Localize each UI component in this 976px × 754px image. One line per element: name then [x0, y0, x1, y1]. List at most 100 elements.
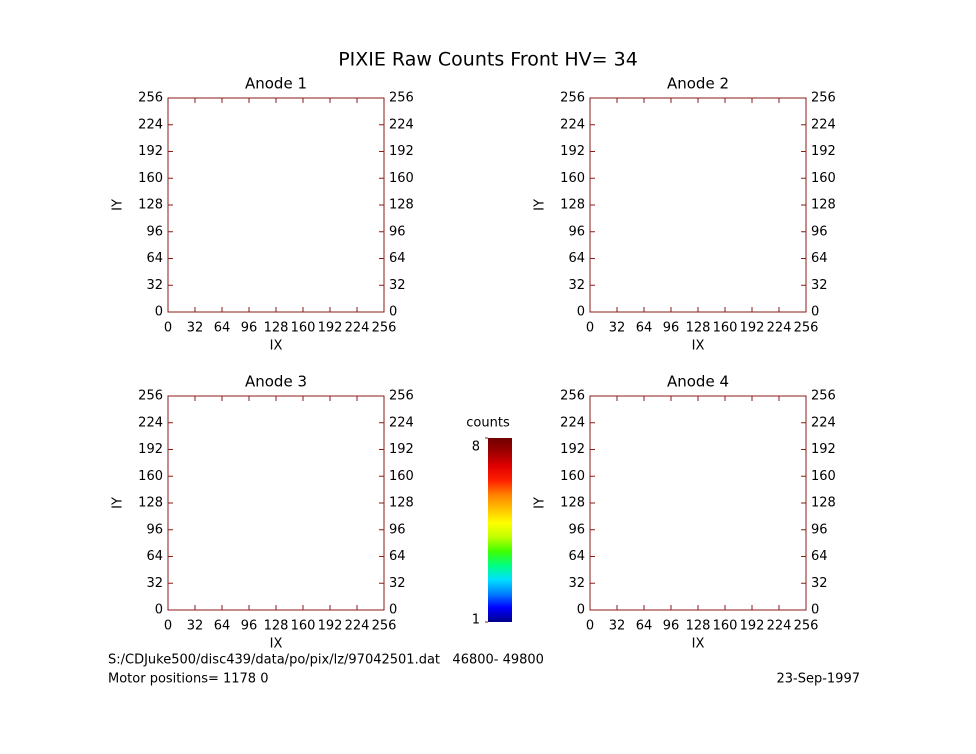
panel-title: Anode 3 [245, 373, 307, 391]
x-tick-label: 64 [214, 619, 231, 634]
y-tick-label: 128 [138, 198, 163, 213]
x-tick-label: 64 [636, 321, 653, 336]
x-tick-label: 32 [609, 619, 626, 634]
y-tick-label-right: 256 [811, 91, 836, 106]
x-tick-label: 160 [713, 619, 738, 634]
x-axis-label: IX [270, 339, 283, 354]
x-tick-label: 128 [264, 619, 289, 634]
plot-frame [589, 97, 807, 313]
x-axis-label: IX [692, 339, 705, 354]
colorbar-tick-label: 1 [472, 613, 480, 628]
y-tick-label: 0 [155, 305, 163, 320]
x-tick-label: 224 [767, 321, 792, 336]
y-axis-label: IY [111, 497, 126, 509]
y-tick-label: 64 [146, 549, 163, 564]
y-tick-label-right: 0 [389, 305, 397, 320]
y-tick-label-right: 128 [389, 496, 414, 511]
plot-frame [167, 97, 385, 313]
y-tick-label: 256 [560, 91, 585, 106]
colorbar [488, 438, 512, 622]
x-tick-label: 64 [214, 321, 231, 336]
y-tick-label-right: 32 [389, 278, 406, 293]
y-tick-label-right: 160 [389, 171, 414, 186]
x-tick-label: 32 [187, 321, 204, 336]
y-tick-label-right: 224 [389, 117, 414, 132]
y-tick-label: 96 [568, 224, 585, 239]
y-tick-label-right: 32 [811, 576, 828, 591]
y-tick-label: 0 [577, 603, 585, 618]
x-tick-label: 256 [794, 619, 819, 634]
panel-title: Anode 4 [667, 373, 729, 391]
x-tick-label: 224 [345, 321, 370, 336]
x-tick-label: 224 [767, 619, 792, 634]
x-tick-label: 96 [663, 321, 680, 336]
y-tick-label: 224 [560, 117, 585, 132]
y-tick-label-right: 224 [811, 117, 836, 132]
y-tick-label-right: 160 [389, 469, 414, 484]
y-tick-label-right: 32 [811, 278, 828, 293]
y-tick-label-right: 256 [811, 389, 836, 404]
x-tick-label: 192 [740, 619, 765, 634]
x-tick-label: 224 [345, 619, 370, 634]
x-tick-label: 256 [794, 321, 819, 336]
y-tick-label: 32 [146, 576, 163, 591]
y-tick-label: 96 [146, 224, 163, 239]
panel-title: Anode 2 [667, 75, 729, 93]
y-tick-label: 96 [146, 522, 163, 537]
x-tick-label: 96 [241, 321, 258, 336]
y-tick-label-right: 0 [811, 603, 819, 618]
y-tick-label: 160 [560, 171, 585, 186]
x-tick-label: 128 [686, 321, 711, 336]
y-tick-label-right: 256 [389, 91, 414, 106]
y-tick-label-right: 128 [811, 198, 836, 213]
y-tick-label: 0 [577, 305, 585, 320]
y-tick-label-right: 96 [389, 522, 406, 537]
y-tick-label: 128 [560, 198, 585, 213]
y-tick-label: 256 [138, 91, 163, 106]
x-tick-label: 0 [586, 619, 594, 634]
colorbar-tick-label: 8 [472, 440, 480, 455]
y-tick-label: 32 [568, 278, 585, 293]
plot-frame [167, 395, 385, 611]
y-tick-label-right: 256 [389, 389, 414, 404]
x-tick-label: 0 [164, 321, 172, 336]
x-tick-label: 128 [264, 321, 289, 336]
plot-frame [589, 395, 807, 611]
x-tick-label: 32 [609, 321, 626, 336]
y-tick-label: 192 [138, 144, 163, 159]
y-tick-label-right: 96 [811, 522, 828, 537]
colorbar-label: counts [466, 416, 510, 431]
x-tick-label: 160 [713, 321, 738, 336]
y-tick-label-right: 224 [389, 415, 414, 430]
page-title: PIXIE Raw Counts Front HV= 34 [338, 49, 638, 71]
y-tick-label-right: 192 [811, 442, 836, 457]
x-axis-label: IX [270, 637, 283, 652]
x-tick-label: 256 [372, 321, 397, 336]
y-tick-label: 224 [138, 117, 163, 132]
y-tick-label-right: 32 [389, 576, 406, 591]
y-tick-label: 256 [138, 389, 163, 404]
y-tick-label-right: 160 [811, 469, 836, 484]
y-tick-label-right: 192 [389, 442, 414, 457]
x-tick-label: 192 [318, 321, 343, 336]
y-tick-label-right: 64 [811, 549, 828, 564]
y-axis-label: IY [533, 497, 548, 509]
y-tick-label-right: 64 [389, 549, 406, 564]
y-tick-label: 128 [560, 496, 585, 511]
y-tick-label-right: 160 [811, 171, 836, 186]
y-tick-label: 192 [560, 442, 585, 457]
y-tick-label: 64 [568, 251, 585, 266]
y-tick-label: 224 [138, 415, 163, 430]
y-tick-label: 160 [138, 469, 163, 484]
x-tick-label: 160 [291, 619, 316, 634]
x-tick-label: 64 [636, 619, 653, 634]
y-tick-label: 192 [138, 442, 163, 457]
y-tick-label: 192 [560, 144, 585, 159]
footer-motor: Motor positions= 1178 0 [108, 672, 268, 687]
y-tick-label-right: 96 [389, 224, 406, 239]
y-tick-label-right: 128 [811, 496, 836, 511]
x-tick-label: 0 [586, 321, 594, 336]
x-tick-label: 96 [241, 619, 258, 634]
x-tick-label: 192 [318, 619, 343, 634]
